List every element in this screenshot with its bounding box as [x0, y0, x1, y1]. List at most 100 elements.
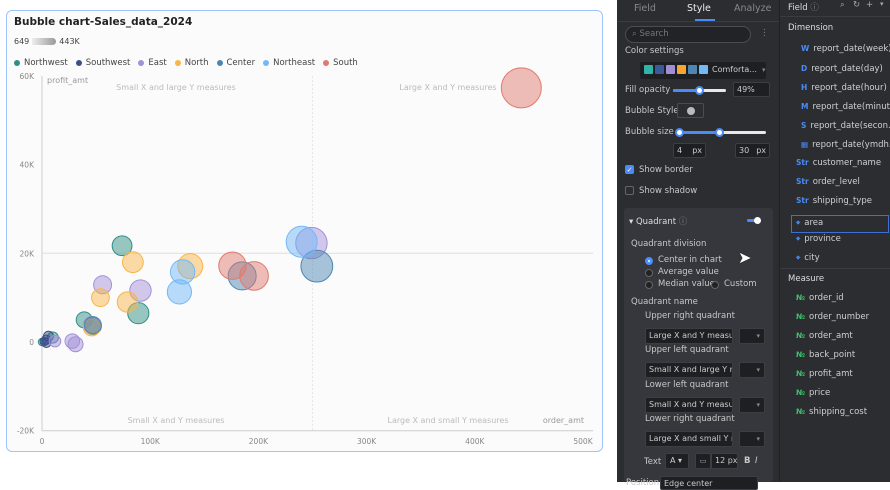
- bubble-east[interactable]: [67, 336, 84, 353]
- legend-item-center[interactable]: Center: [216, 58, 255, 68]
- tab-analyze[interactable]: Analyze: [734, 3, 772, 14]
- bubble-northeast[interactable]: [166, 279, 193, 305]
- bubble-south[interactable]: [500, 67, 542, 109]
- bubble-east[interactable]: [64, 333, 81, 349]
- font-size-input[interactable]: 12 px: [711, 453, 738, 469]
- legend-item-north[interactable]: North: [174, 58, 209, 68]
- field-item-report-date-ymdh[interactable]: ▦ report_date(ymdh...: [801, 140, 890, 150]
- field-item-order-amt[interactable]: № order_amt: [796, 331, 853, 341]
- quadrant-toggle[interactable]: [747, 219, 759, 222]
- dimension-label: Dimension: [788, 23, 834, 33]
- x-tick-label: 100K: [141, 437, 161, 446]
- bubble-east[interactable]: [48, 334, 62, 348]
- monitor-icon[interactable]: ▭: [695, 453, 711, 469]
- fill-opacity-slider-handle[interactable]: [694, 86, 704, 95]
- legend-item-southwest[interactable]: Southwest: [75, 58, 130, 68]
- quadrant-name-label: Lower right quadrant: [645, 414, 735, 424]
- bubble-south[interactable]: [239, 261, 269, 291]
- bubble-northeast[interactable]: [285, 225, 318, 258]
- refresh-icon[interactable]: ↻: [853, 0, 861, 10]
- quadrant-name-input[interactable]: Small X and Y measures: [645, 397, 733, 413]
- radio-center-in-chart[interactable]: [645, 257, 653, 265]
- bubble-north[interactable]: [121, 251, 144, 274]
- quadrant-color-select[interactable]: ▾: [739, 362, 765, 378]
- quadrant-toggle-knob[interactable]: [754, 217, 761, 224]
- quadrant-header[interactable]: ▾ Quadrant ⓘ: [629, 217, 688, 227]
- legend-dot: [323, 60, 330, 66]
- chart-card[interactable]: [6, 10, 603, 452]
- bubble-center[interactable]: [83, 316, 102, 335]
- bubble-size-label: Bubble size: [625, 127, 674, 137]
- legend-item-south[interactable]: South: [323, 58, 358, 68]
- fill-opacity-input[interactable]: 49%: [733, 82, 770, 97]
- field-item-customer-name[interactable]: Str customer_name: [796, 158, 882, 168]
- chevron-down-icon[interactable]: ▾: [880, 0, 884, 8]
- quadrant-name-label: Quadrant name: [631, 297, 698, 307]
- more-options-icon[interactable]: ⋮: [760, 28, 769, 38]
- legend-item-northeast[interactable]: Northeast: [263, 58, 315, 68]
- quadrant-color-select[interactable]: ▾: [739, 397, 765, 413]
- bubble-northwest[interactable]: [111, 235, 133, 257]
- geo-field-icon: ⌖: [796, 234, 801, 243]
- bubble-northwest[interactable]: [127, 302, 150, 325]
- quadrant-color-select[interactable]: ▾: [739, 431, 765, 447]
- quadrant-name-input[interactable]: Large X and small Y measures: [645, 431, 733, 447]
- field-item-province[interactable]: ⌖ province: [796, 234, 841, 244]
- quadrant-name-label: Lower left quadrant: [645, 380, 729, 390]
- bubble-style-button[interactable]: [677, 103, 704, 118]
- add-icon[interactable]: +: [866, 0, 874, 10]
- bubble-north[interactable]: [116, 291, 139, 313]
- number-field-icon: №: [796, 312, 806, 321]
- bubble-south[interactable]: [218, 251, 247, 280]
- field-item-city[interactable]: ⌖ city: [796, 253, 820, 263]
- style-panel: Field Style Analyze ⌕ Search ⋮ Color set…: [617, 0, 779, 490]
- search-icon[interactable]: ⌕: [840, 0, 845, 10]
- bubble-southwest[interactable]: [39, 336, 49, 347]
- field-item-shipping-type[interactable]: Str shipping_type: [796, 196, 873, 206]
- radio-custom[interactable]: [711, 281, 719, 289]
- field-item-back-point[interactable]: № back_point: [796, 350, 856, 360]
- tab-field[interactable]: Field: [634, 3, 656, 14]
- tab-style[interactable]: Style: [687, 3, 711, 14]
- show-shadow-checkbox[interactable]: [625, 186, 634, 195]
- field-item-order-id[interactable]: № order_id: [796, 293, 844, 303]
- radio-median-value[interactable]: [645, 281, 653, 289]
- legend-item-northwest[interactable]: Northwest: [14, 58, 68, 68]
- bold-button[interactable]: B: [744, 456, 751, 466]
- field-item-profit-amt[interactable]: № profit_amt: [796, 369, 853, 379]
- italic-button[interactable]: I: [755, 456, 758, 466]
- field-item-price[interactable]: № price: [796, 388, 831, 398]
- bubble-size-min-handle[interactable]: [675, 128, 684, 137]
- quadrant-color-select[interactable]: ▾: [739, 328, 765, 344]
- font-color-select[interactable]: A ▾: [665, 453, 689, 469]
- show-border-checkbox[interactable]: ✓: [625, 165, 634, 174]
- bubble-min-input[interactable]: 4 px: [673, 143, 706, 158]
- radio-label: Median value: [658, 279, 715, 289]
- quadrant-name-input[interactable]: Large X and Y measures: [645, 328, 733, 344]
- field-item-shipping-cost[interactable]: № shipping_cost: [796, 407, 868, 417]
- bubble-north[interactable]: [91, 288, 110, 308]
- bubble-max-input[interactable]: 30 px: [735, 143, 770, 158]
- x-tick-label: 500K: [573, 437, 593, 446]
- field-item-order-level[interactable]: Str order_level: [796, 177, 860, 187]
- bubble-east[interactable]: [295, 226, 328, 260]
- palette-select[interactable]: Comforta... ▾: [640, 62, 766, 79]
- bubble-center[interactable]: [300, 249, 334, 283]
- radio-average-value[interactable]: [645, 269, 653, 277]
- bubble-chart: -20K 0 20K 40K 60K 0 100K 200K 300K 400K 500K profi…: [17, 67, 594, 446]
- legend-dot: [174, 60, 181, 66]
- field-item-area[interactable]: ⌖ area: [791, 215, 889, 233]
- bubble-size-max-handle[interactable]: [715, 128, 724, 137]
- palette-swatch: [666, 65, 675, 74]
- quadrant-name-input[interactable]: Small X and large Y measures: [645, 362, 733, 378]
- legend-item-east[interactable]: East: [138, 58, 167, 68]
- field-item-order-number[interactable]: № order_number: [796, 312, 870, 322]
- bubble-northeast[interactable]: [169, 259, 196, 285]
- position-select[interactable]: Edge center: [660, 476, 758, 490]
- search-input[interactable]: ⌕ Search: [625, 26, 751, 43]
